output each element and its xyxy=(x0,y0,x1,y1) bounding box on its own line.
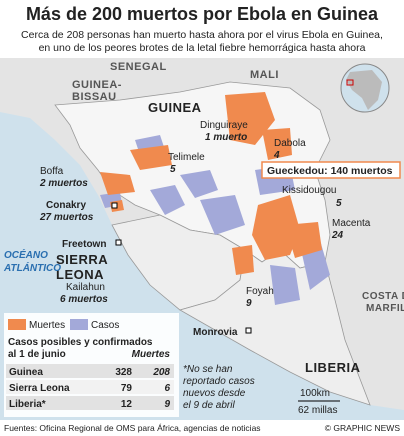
legend-label: Casos xyxy=(91,320,119,331)
place-name: Conakry xyxy=(46,200,86,211)
place-name: Macenta xyxy=(332,218,371,229)
place-name: Dabola xyxy=(274,138,306,149)
table-header: Muertes xyxy=(132,349,171,360)
place-deaths: 1 muerto xyxy=(205,132,247,143)
table-cell: 12 xyxy=(121,399,133,410)
table-cell: 6 xyxy=(164,383,170,394)
highlight-box xyxy=(261,161,401,179)
table-cell: 79 xyxy=(121,383,133,394)
city-marker xyxy=(245,327,252,334)
city-marker xyxy=(115,239,122,246)
inset-marker xyxy=(346,79,354,86)
ocean-label: OCÉANO xyxy=(4,248,48,261)
table-title: al 1 de junio xyxy=(8,349,66,360)
place-deaths: 24 xyxy=(331,230,344,241)
place-name: Kailahun xyxy=(66,282,105,293)
note: nuevos desde xyxy=(183,388,246,399)
place-name: Kissidougou xyxy=(282,185,336,196)
footer-credit: © GRAPHIC NEWS xyxy=(325,423,401,433)
country-label: SENEGAL xyxy=(110,61,167,73)
country-label: LEONA xyxy=(56,267,104,282)
highlight-label: Gueckedou: 140 muertos xyxy=(267,165,393,177)
place-name: Dinguiraye xyxy=(200,120,248,131)
place-deaths: 9 xyxy=(246,298,252,309)
city-marker xyxy=(111,202,118,209)
city-label: Monrovia xyxy=(193,327,238,338)
ocean-label: ATLÁNTICO xyxy=(3,261,61,274)
subtitle: en uno de los peores brotes de la letal … xyxy=(39,42,366,54)
country-label: MALI xyxy=(250,69,279,81)
country-label: MARFIL xyxy=(366,303,404,314)
legend-swatch xyxy=(70,319,88,330)
place-deaths: 5 xyxy=(170,164,176,175)
country-label: COSTA DE xyxy=(362,291,404,302)
place-deaths: 27 muertos xyxy=(39,212,94,223)
country-label: GUINEA xyxy=(148,100,202,115)
table-row-bg xyxy=(6,364,174,378)
note: *No se han xyxy=(183,364,233,375)
place-name: Foyah xyxy=(246,286,274,297)
country-label: LIBERIA xyxy=(305,360,361,375)
country-label: SIERRA xyxy=(56,252,108,267)
table-row-bg xyxy=(6,380,174,394)
inset-africa xyxy=(346,70,382,110)
table-cell: Guinea xyxy=(9,367,43,378)
legend-label: Muertes xyxy=(29,320,65,331)
legend-swatch xyxy=(8,319,26,330)
country-label: GUINEA- xyxy=(72,79,122,91)
country-label: BISSAU xyxy=(72,91,117,103)
liberia-shape xyxy=(178,249,371,406)
subtitle: Cerca de 208 personas han muerto hasta a… xyxy=(21,29,383,41)
note: reportado casos xyxy=(183,376,255,387)
title: Más de 200 muertos por Ebola en Guinea xyxy=(26,4,379,24)
place-deaths: 6 muertos xyxy=(60,294,108,305)
table-cell: Liberia* xyxy=(9,399,46,410)
place-deaths: 4 xyxy=(273,150,280,161)
table-cell: 328 xyxy=(115,367,132,378)
table-cell: Sierra Leona xyxy=(9,383,70,394)
footer-source: Fuentes: Oficina Regional de OMS para Áf… xyxy=(4,423,261,433)
city-label: Freetown xyxy=(62,239,106,250)
place-name: Telimele xyxy=(168,152,205,163)
table-cell: 9 xyxy=(164,399,170,410)
scale-label: 100km xyxy=(300,388,330,399)
table-title: Casos posibles y confirmados xyxy=(8,337,153,348)
scale-label: 62 millas xyxy=(298,405,337,416)
death-regions xyxy=(100,92,322,275)
place-name: Boffa xyxy=(40,166,64,177)
note: el 9 de abril xyxy=(183,400,235,411)
place-deaths: 5 xyxy=(336,198,342,209)
table-cell: 208 xyxy=(152,367,170,378)
table-row-bg xyxy=(6,396,174,410)
place-deaths: 2 muertos xyxy=(39,178,88,189)
